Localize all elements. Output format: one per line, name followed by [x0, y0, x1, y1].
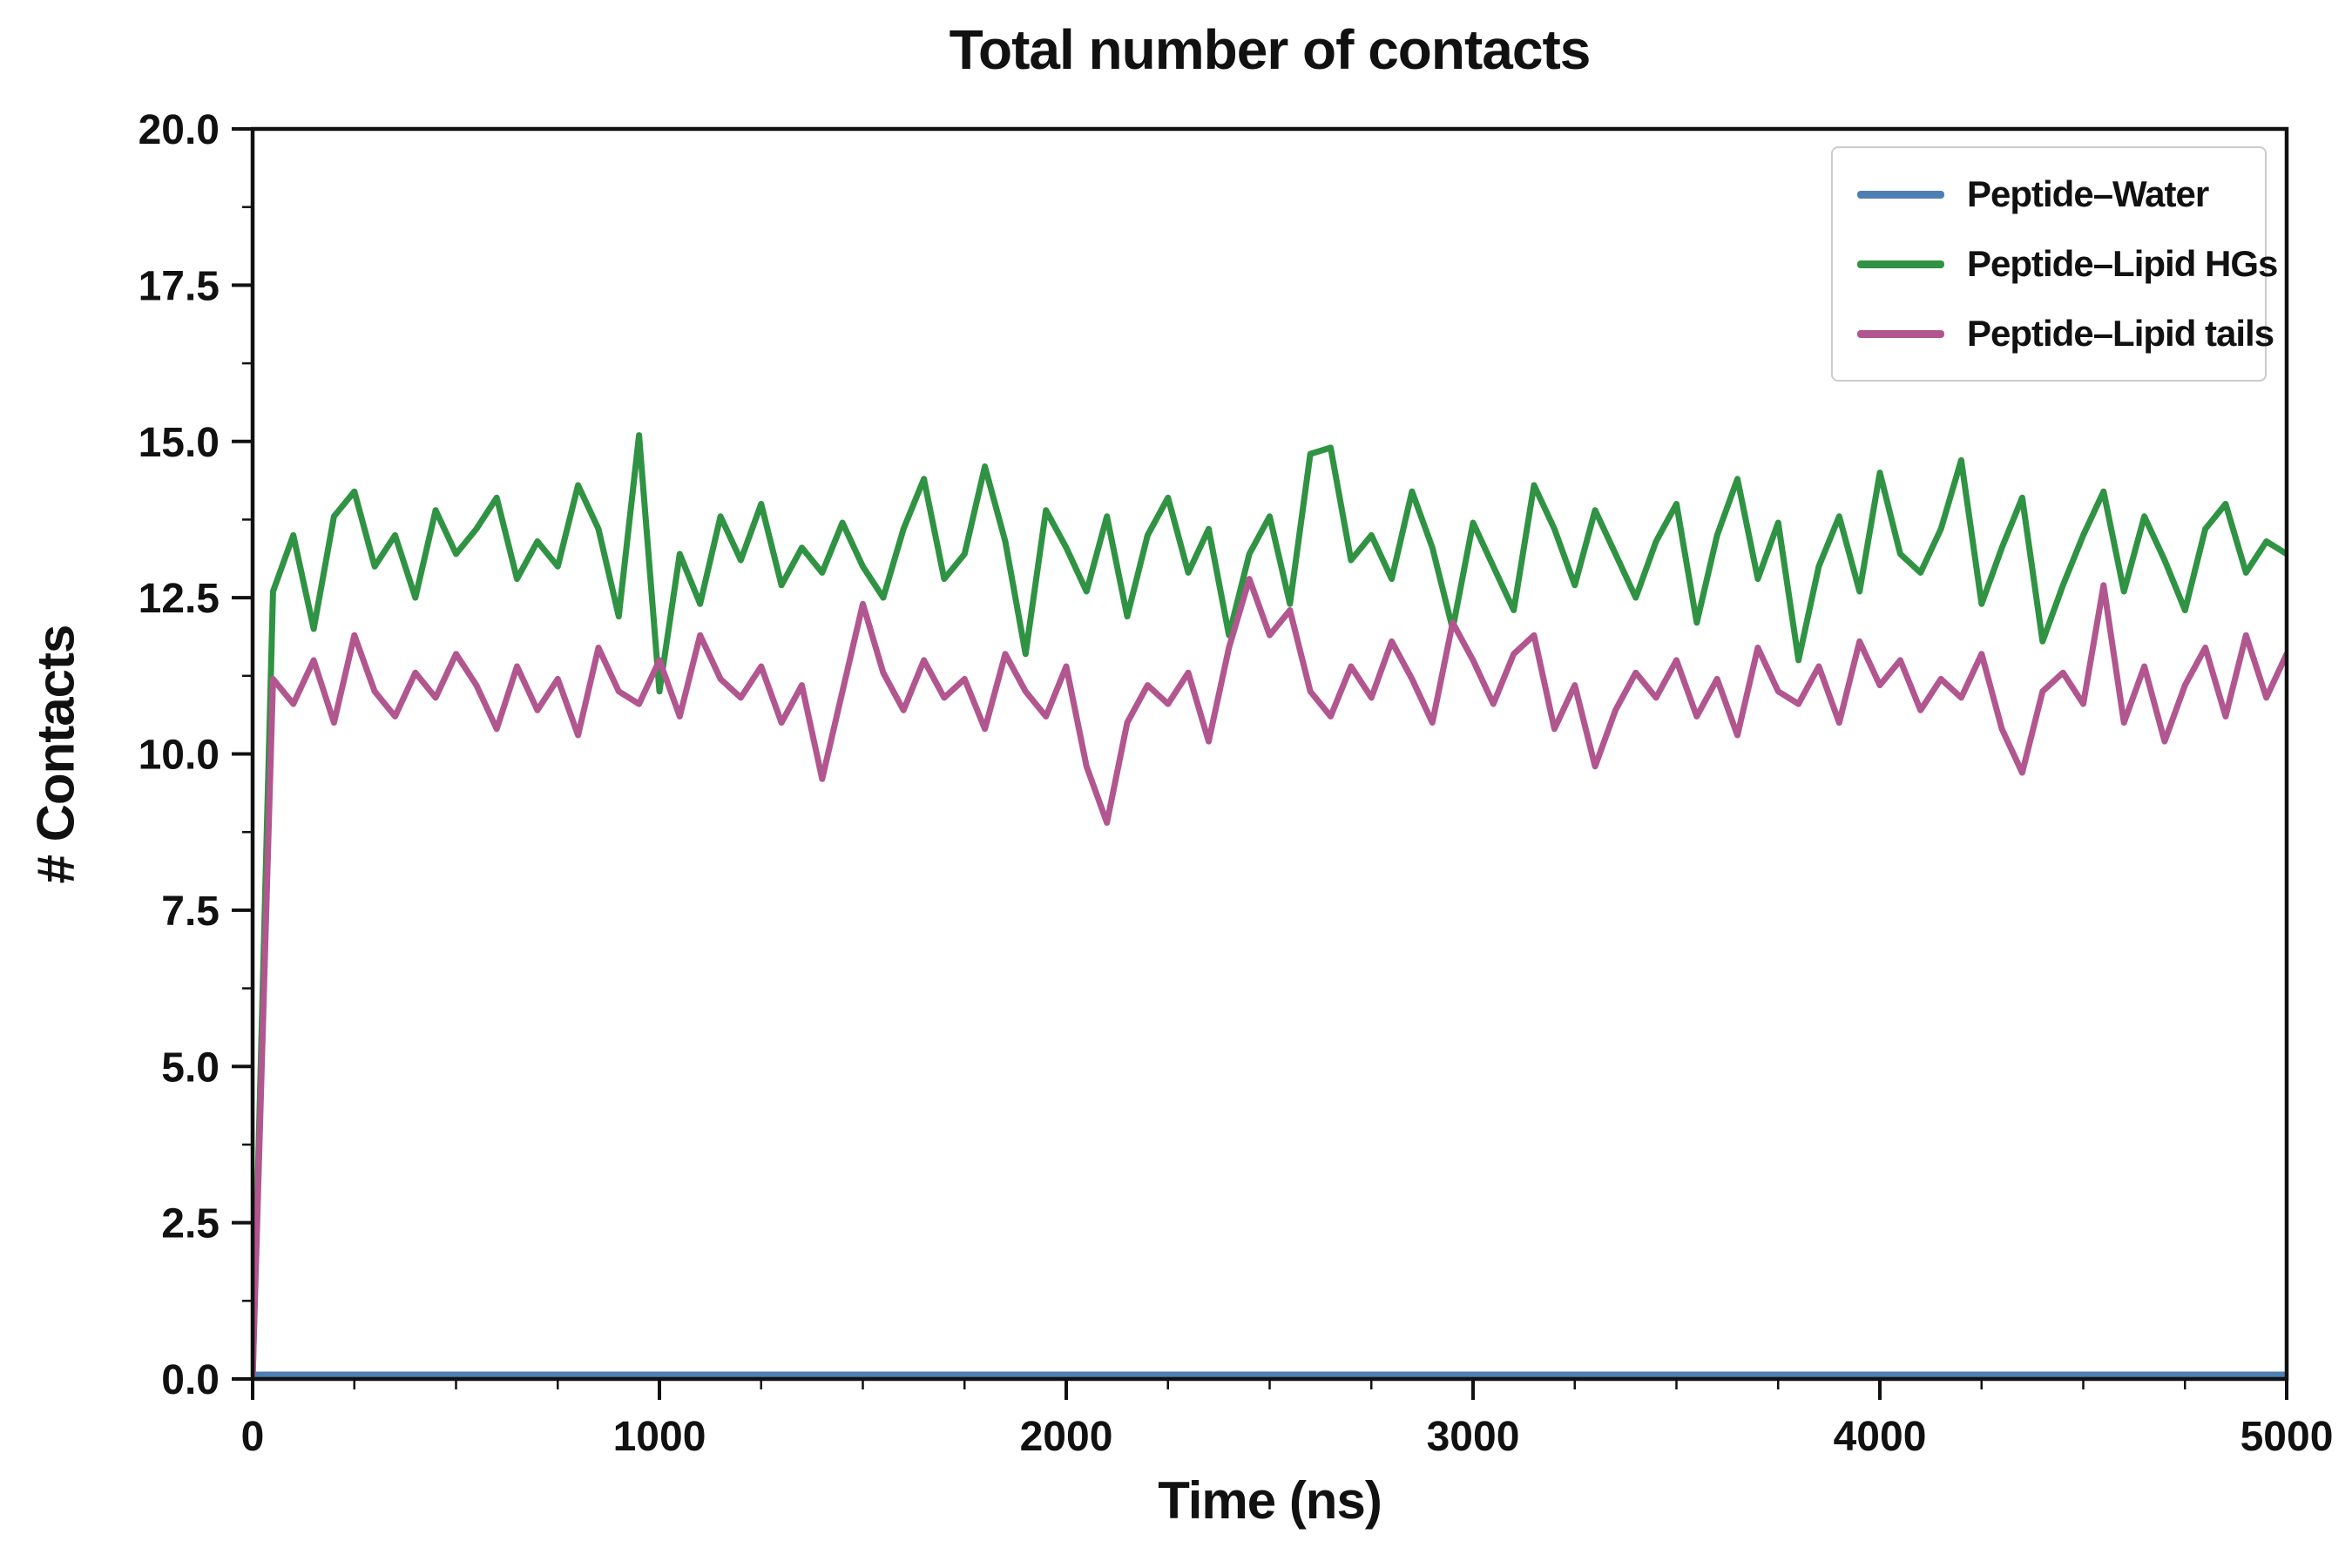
- x-axis-label: Time (ns): [1158, 1471, 1382, 1530]
- legend-swatch-peptide-water: [1857, 190, 1944, 199]
- series-lines: [253, 432, 2287, 1379]
- legend-item-peptide-water: Peptide–Water: [1857, 167, 2240, 221]
- legend-item-peptide-lipid-hgs: Peptide–Lipid HGs: [1857, 237, 2278, 291]
- y-tick-label: 12.5: [139, 576, 220, 622]
- legend-label: Peptide–Lipid tails: [1967, 313, 2274, 354]
- y-tick-label: 2.5: [161, 1201, 220, 1247]
- chart-title: Total number of contacts: [949, 18, 1592, 81]
- y-tick-label: 17.5: [139, 263, 220, 309]
- plot-spines: [250, 126, 2289, 1382]
- y-tick-label: 5.0: [161, 1044, 220, 1091]
- y-tick-label: 7.5: [161, 889, 220, 935]
- legend-label: Peptide–Water: [1967, 173, 2209, 214]
- series-line-peptide-lipid-hgs: [253, 432, 2287, 1379]
- y-tick-label: 10.0: [139, 733, 220, 779]
- tick-labels: 0 1000 2000 3000 4000 5000 0.0 2.5 5.0 7.5 10.0 12.…: [139, 107, 2334, 1460]
- x-tick-label: 0: [241, 1414, 265, 1460]
- legend-swatch-peptide-lipid-hgs: [1857, 260, 1944, 268]
- x-tick-label: 3000: [1427, 1414, 1520, 1460]
- x-tick-label: 1000: [613, 1414, 706, 1460]
- legend: Peptide–Water Peptide–Lipid HGs Peptide–Li…: [1831, 146, 2278, 382]
- minor-ticks: [242, 206, 2186, 1389]
- x-tick-label: 5000: [2240, 1414, 2334, 1460]
- y-tick-label: 20.0: [139, 107, 220, 153]
- legend-swatch-peptide-lipid-tails: [1857, 329, 1944, 338]
- legend-item-peptide-lipid-tails: Peptide–Lipid tails: [1857, 307, 2274, 361]
- x-tick-label: 2000: [1020, 1414, 1113, 1460]
- y-tick-label: 0.0: [161, 1357, 220, 1403]
- major-ticks: [232, 127, 2288, 1400]
- legend-label: Peptide–Lipid HGs: [1967, 243, 2278, 284]
- y-tick-label: 15.0: [139, 420, 220, 466]
- x-tick-label: 4000: [1834, 1414, 1927, 1460]
- series-line-peptide-lipid-tails: [253, 576, 2287, 1379]
